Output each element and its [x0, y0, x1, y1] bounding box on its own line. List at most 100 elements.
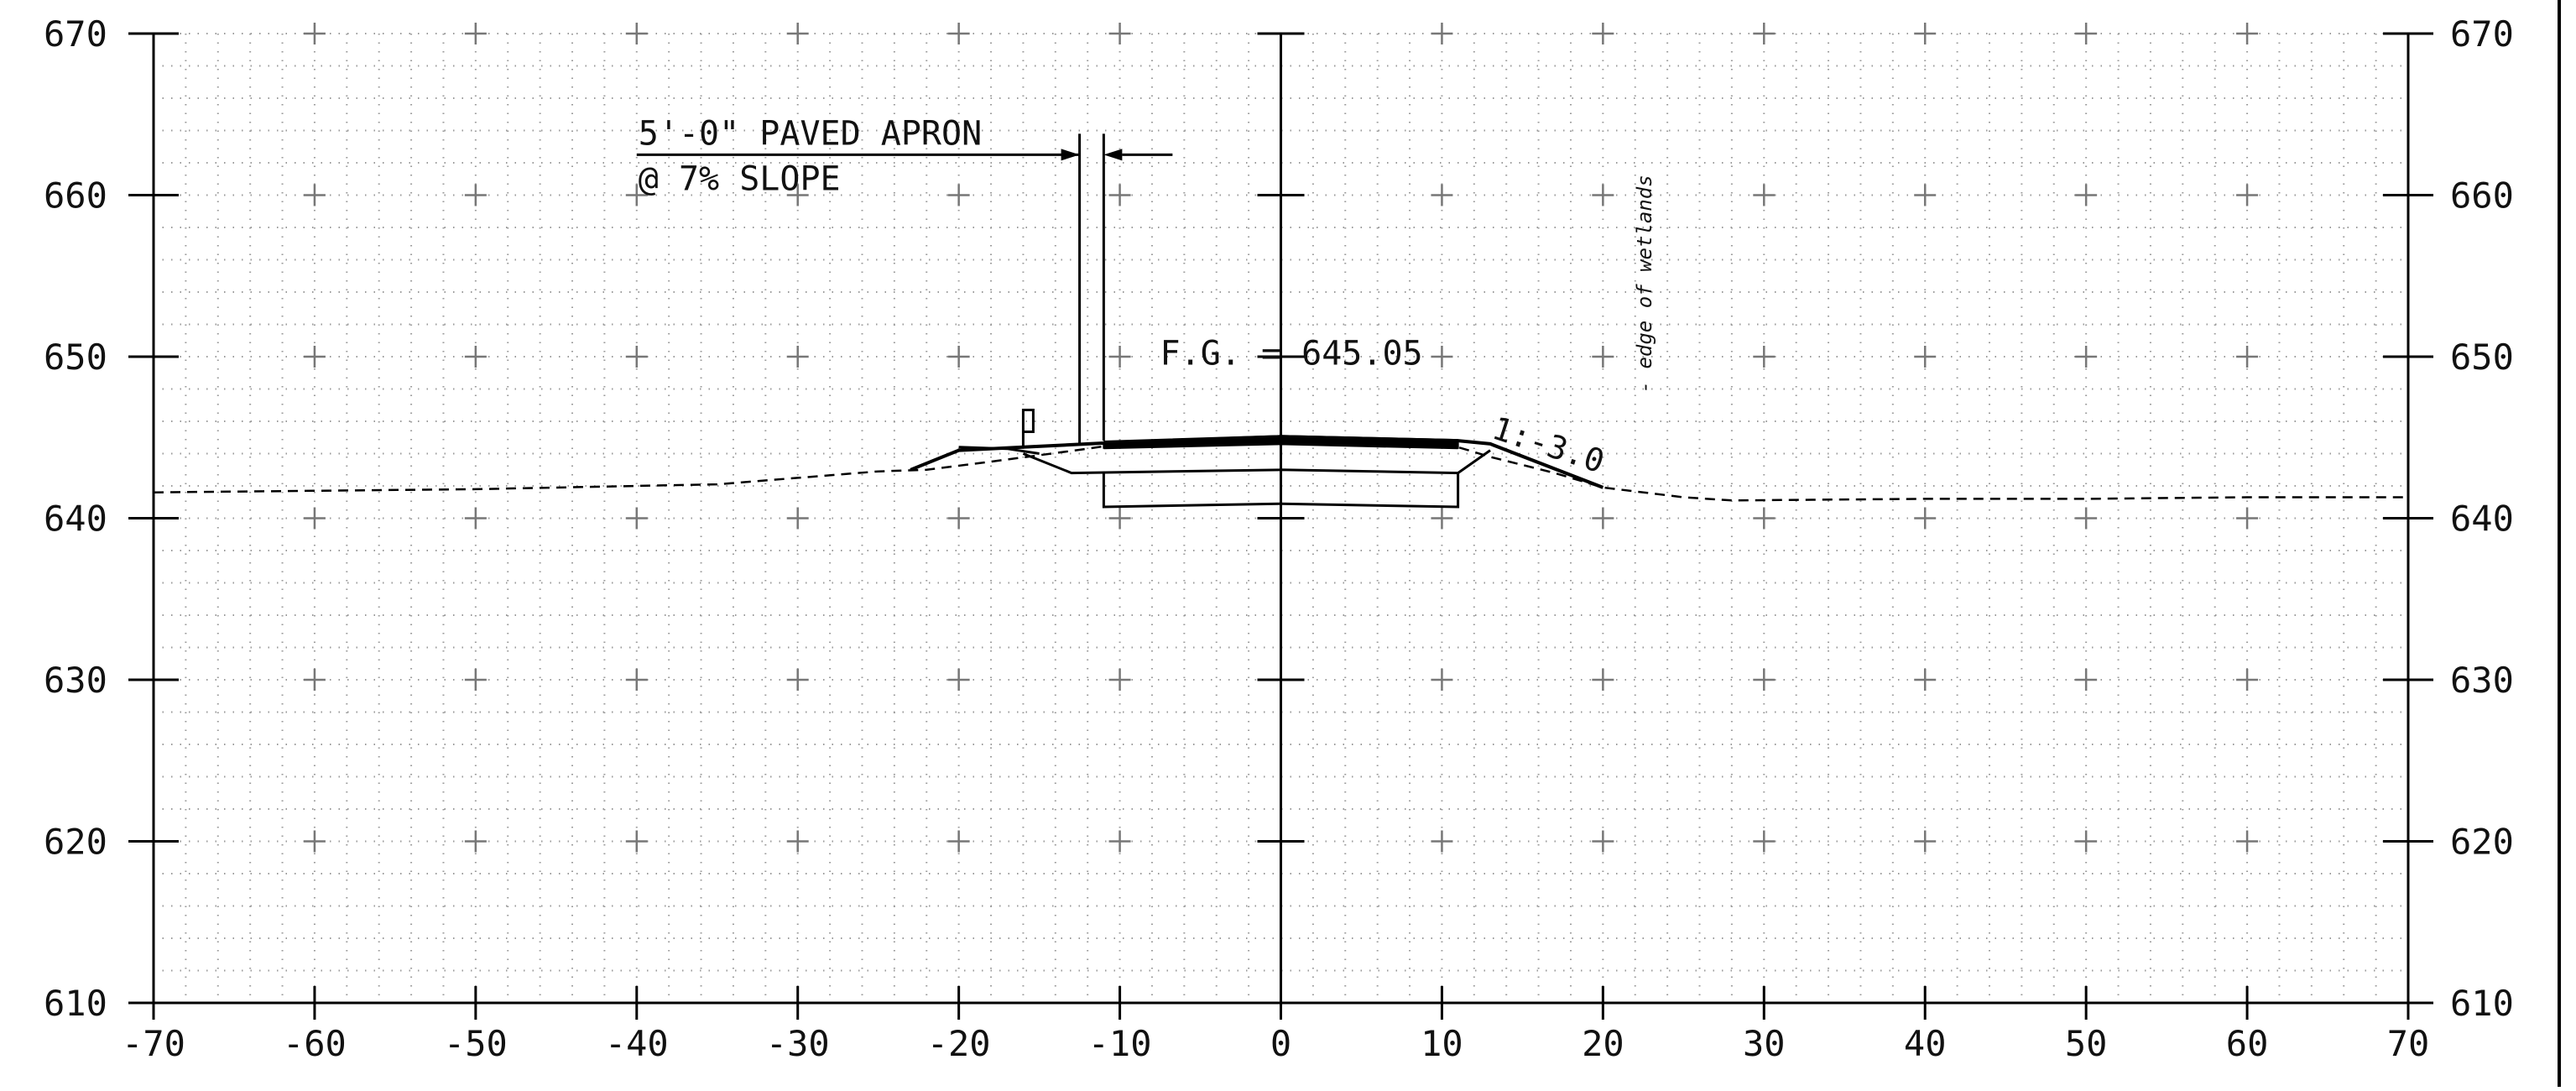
grid-plus	[1592, 507, 1614, 530]
y-tick-label-left: 640	[44, 499, 107, 540]
x-axis-labels: -70 -60 -50 -40 -30 -20 -10 0 10 20 30 40 50 60 70	[122, 1023, 2429, 1064]
grid-plus	[2075, 507, 2098, 530]
grid-plus	[947, 830, 970, 853]
x-tick-label: -10	[1088, 1023, 1152, 1064]
grid-plus	[786, 23, 809, 44]
y-tick-label-right: 630	[2450, 660, 2514, 701]
grid-plus	[464, 346, 487, 368]
y-tick-label-left: 660	[44, 175, 107, 217]
pavement-band	[1103, 436, 1459, 449]
grid-plus	[947, 669, 970, 691]
wetlands-edge-label: - edge of wetlands	[1633, 175, 1656, 393]
grid-plus	[2236, 830, 2259, 853]
grid-plus	[947, 507, 970, 530]
grid-plus	[303, 507, 326, 530]
slope-ratio-label: 1:-3.0	[1488, 410, 1609, 480]
grid-plus	[625, 184, 648, 206]
grid-plus	[1108, 830, 1131, 853]
grid-plus	[786, 184, 809, 206]
grid-plus	[1431, 184, 1453, 206]
grid-plus	[2236, 507, 2259, 530]
grid-plus	[625, 507, 648, 530]
existing-ground-profile	[153, 437, 2408, 502]
grid-plus	[786, 507, 809, 530]
grid-plus	[2075, 669, 2098, 691]
grid-plus	[303, 669, 326, 691]
grid-plus	[1592, 184, 1614, 206]
x-tick-label: 10	[1421, 1023, 1463, 1064]
y-tick-label-right: 660	[2450, 175, 2514, 217]
grid-plus	[1108, 23, 1131, 44]
grid-plus	[2236, 184, 2259, 206]
y-tick-label-right: 610	[2450, 983, 2514, 1024]
grid-plus	[1592, 346, 1614, 368]
grid-plus-markers	[303, 23, 2259, 853]
grid-plus	[1592, 23, 1614, 44]
grid-plus	[1108, 184, 1131, 206]
grid-plus	[303, 346, 326, 368]
grid-plus	[1431, 23, 1453, 44]
grid-plus	[947, 184, 970, 206]
grid-plus	[625, 830, 648, 853]
grid-plus	[1914, 830, 1937, 853]
x-tick-label: 70	[2387, 1023, 2430, 1064]
x-tick-label: -50	[444, 1023, 508, 1064]
y-tick-label-left: 630	[44, 660, 107, 701]
grid-plus	[464, 669, 487, 691]
x-tick-label: -60	[283, 1023, 347, 1064]
grid-plus	[2075, 830, 2098, 853]
grid-plus	[1108, 669, 1131, 691]
shoulder-left	[958, 446, 1040, 455]
grid-plus	[2075, 184, 2098, 206]
y-axis-right-labels: 670 660 650 640 630 620 610	[2450, 13, 2514, 1024]
grid-plus	[786, 669, 809, 691]
apron-arrow-left	[1061, 149, 1080, 161]
grid-plus	[464, 184, 487, 206]
grid-plus	[2075, 346, 2098, 368]
grid-plus	[1753, 346, 1776, 368]
y-tick-label-left: 670	[44, 13, 107, 55]
grid-plus	[2236, 669, 2259, 691]
proposed-road-section	[636, 133, 1604, 509]
grid-plus	[303, 830, 326, 853]
y-tick-label-right: 670	[2450, 13, 2514, 55]
grid-plus	[625, 23, 648, 44]
grid-plus	[1108, 346, 1131, 368]
y-tick-label-right: 650	[2450, 337, 2514, 378]
grid-plus	[303, 184, 326, 206]
guardrail-post	[1021, 409, 1035, 447]
annotations: 5'-0" PAVED APRON @ 7% SLOPE F.G. = 645.…	[639, 114, 1656, 480]
grid-plus	[1431, 507, 1453, 530]
x-tick-label: 40	[1904, 1023, 1947, 1064]
grid-plus	[1753, 507, 1776, 530]
grid-plus	[2236, 346, 2259, 368]
subbase	[1102, 472, 1460, 509]
apron-label-line2: @ 7% SLOPE	[639, 159, 841, 198]
grid-plus	[786, 346, 809, 368]
grid-plus	[786, 830, 809, 853]
grid-plus	[2236, 23, 2259, 44]
grid-plus	[1431, 830, 1453, 853]
x-tick-label: 50	[2065, 1023, 2108, 1064]
grid-plus	[1753, 830, 1776, 853]
x-tick-label: -70	[122, 1023, 185, 1064]
grid-plus	[1431, 669, 1453, 691]
grid-plus	[464, 507, 487, 530]
y-tick-label-left: 610	[44, 983, 107, 1024]
grid-plus	[1914, 669, 1937, 691]
grid-plus	[1753, 23, 1776, 44]
x-tick-label: 20	[1582, 1023, 1624, 1064]
x-tick-label: -30	[766, 1023, 830, 1064]
grid-plus	[2075, 23, 2098, 44]
grid-plus	[1431, 346, 1453, 368]
grid-plus	[1914, 507, 1937, 530]
grid-plus	[1753, 184, 1776, 206]
x-tick-label: -40	[605, 1023, 669, 1064]
grid-plus	[1914, 346, 1937, 368]
finished-grade-label: F.G. = 645.05	[1160, 335, 1423, 373]
grid-plus	[1753, 669, 1776, 691]
grid-plus	[947, 346, 970, 368]
x-tick-label: 30	[1743, 1023, 1786, 1064]
